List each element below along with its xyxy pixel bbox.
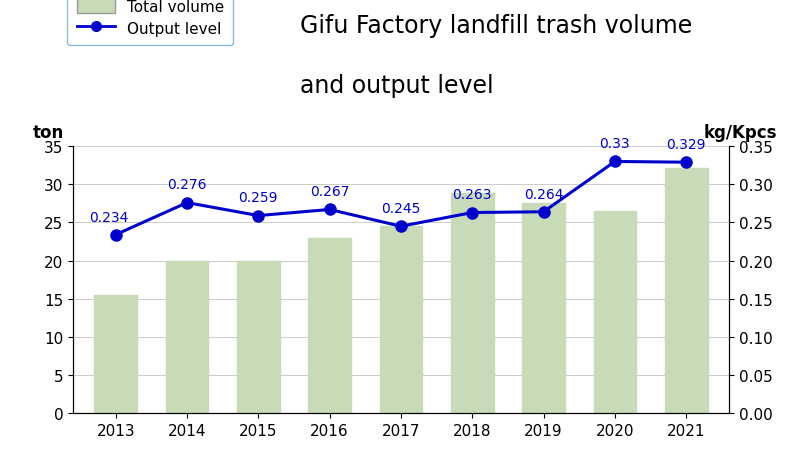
Bar xyxy=(309,238,351,413)
Text: 0.33: 0.33 xyxy=(599,137,630,151)
Text: Gifu Factory landfill trash volume: Gifu Factory landfill trash volume xyxy=(300,14,692,38)
Bar xyxy=(380,227,422,413)
Text: 0.263: 0.263 xyxy=(453,188,492,202)
Text: 0.234: 0.234 xyxy=(89,210,129,224)
Text: 0.245: 0.245 xyxy=(382,202,420,216)
Text: 0.329: 0.329 xyxy=(667,138,706,152)
Bar xyxy=(165,262,208,413)
Text: 0.267: 0.267 xyxy=(310,185,349,199)
Bar xyxy=(665,168,708,413)
Text: 0.259: 0.259 xyxy=(239,191,278,205)
Text: 0.264: 0.264 xyxy=(524,187,563,201)
Bar xyxy=(594,212,637,413)
Text: and output level: and output level xyxy=(300,73,493,97)
Bar xyxy=(451,194,493,413)
Bar xyxy=(522,204,565,413)
Legend: Total volume, Output level: Total volume, Output level xyxy=(67,0,233,46)
Text: 0.276: 0.276 xyxy=(167,178,207,192)
Text: kg/Kpcs: kg/Kpcs xyxy=(704,124,778,142)
Bar xyxy=(94,295,137,413)
Bar xyxy=(237,262,279,413)
Text: ton: ton xyxy=(32,124,64,142)
